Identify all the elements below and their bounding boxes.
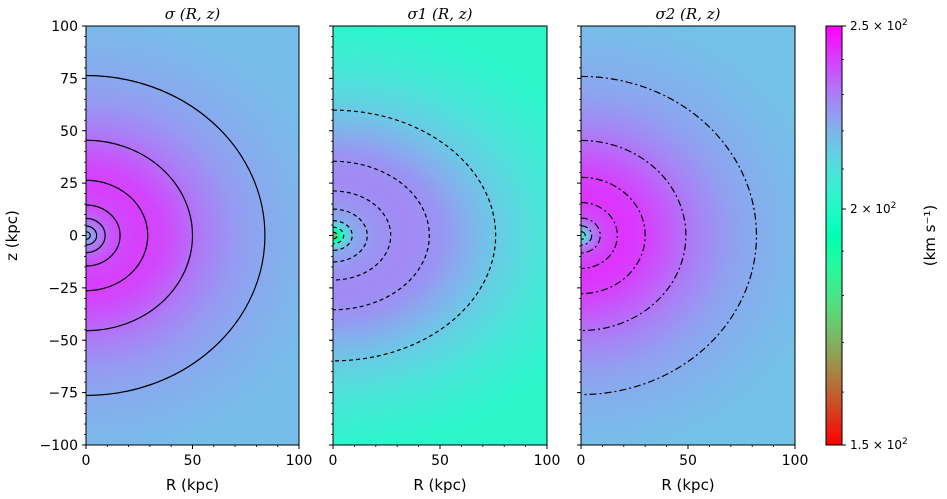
contour-2-5 bbox=[332, 190, 392, 281]
contour-1-4 bbox=[85, 204, 121, 267]
contour-3-7 bbox=[580, 75, 757, 396]
y-tick-label: −75 bbox=[48, 386, 78, 402]
contour-1-5 bbox=[85, 179, 149, 292]
contour-2-2 bbox=[332, 226, 345, 245]
panel-title-1: σ (R, z) bbox=[165, 5, 221, 23]
colorbar-tick-times: × 10 bbox=[858, 202, 891, 216]
y-tick-label: 75 bbox=[60, 71, 78, 87]
panel-title-2: σ1 (R, z) bbox=[408, 5, 473, 23]
x-tick-label: 0 bbox=[577, 453, 586, 469]
heatmap-panel-3 bbox=[581, 26, 795, 445]
contour-1-6 bbox=[85, 139, 193, 332]
x-tick-label: 50 bbox=[184, 453, 202, 469]
colorbar-tick-exponent: 2 bbox=[902, 437, 908, 447]
x-tick-label: 50 bbox=[679, 453, 697, 469]
x-axis-label-3: R (kpc) bbox=[661, 476, 714, 494]
contour-2-1 bbox=[332, 231, 338, 240]
colorbar-tick-exponent: 2 bbox=[891, 201, 897, 211]
contour-1-2 bbox=[85, 225, 98, 246]
colorbar-tick-mantissa: 2.5 bbox=[850, 19, 869, 33]
colorbar-frame bbox=[825, 25, 843, 446]
contour-1-7 bbox=[85, 74, 266, 397]
heatmap-panel-2 bbox=[333, 26, 547, 445]
contour-3-3 bbox=[580, 217, 601, 254]
colorbar-tick-times: × 10 bbox=[869, 438, 902, 452]
colorbar-gradient bbox=[826, 26, 842, 445]
x-tick-label: 100 bbox=[286, 453, 313, 469]
colorbar-tick-label: 2 × 102 bbox=[850, 201, 896, 216]
y-tick-label: 100 bbox=[51, 19, 78, 35]
x-tick-label: 50 bbox=[431, 453, 449, 469]
y-tick-label: 25 bbox=[60, 176, 78, 192]
x-tick-label: 0 bbox=[329, 453, 338, 469]
y-tick-label: 50 bbox=[60, 124, 78, 140]
contour-1-3 bbox=[85, 217, 106, 254]
y-axis-label: z (kpc) bbox=[3, 210, 21, 261]
contour-2-4 bbox=[332, 208, 368, 263]
colorbar-tick-times: × 10 bbox=[869, 19, 902, 33]
x-tick-label: 0 bbox=[82, 453, 91, 469]
contour-3-4 bbox=[580, 201, 618, 270]
contour-3-2 bbox=[580, 225, 593, 246]
y-tick-label: 0 bbox=[69, 229, 78, 245]
x-axis-label-2: R (kpc) bbox=[413, 476, 466, 494]
x-tick-label: 100 bbox=[534, 453, 561, 469]
contour-1-1 bbox=[85, 231, 91, 240]
x-tick-label: 100 bbox=[782, 453, 809, 469]
y-tick-label: −50 bbox=[48, 333, 78, 349]
x-axis-label-1: R (kpc) bbox=[166, 476, 219, 494]
contour-3-1 bbox=[580, 231, 586, 240]
contour-3-6 bbox=[580, 139, 687, 332]
colorbar-tick-label: 1.5 × 102 bbox=[850, 437, 908, 452]
y-tick-label: −25 bbox=[48, 281, 78, 297]
contour-2-6 bbox=[332, 160, 430, 311]
contour-2-3 bbox=[332, 220, 353, 251]
contour-3-5 bbox=[580, 176, 646, 295]
colorbar-tick-exponent: 2 bbox=[902, 18, 908, 28]
panel-title-3: σ2 (R, z) bbox=[656, 5, 721, 23]
contour-2-7 bbox=[332, 109, 497, 362]
colorbar-label: (km s⁻¹) bbox=[921, 205, 939, 267]
colorbar-tick-mantissa: 1.5 bbox=[850, 438, 869, 452]
colorbar-tick-label: 2.5 × 102 bbox=[850, 18, 908, 33]
y-tick-label: −100 bbox=[40, 438, 78, 454]
colorbar-tick-mantissa: 2 bbox=[850, 202, 858, 216]
